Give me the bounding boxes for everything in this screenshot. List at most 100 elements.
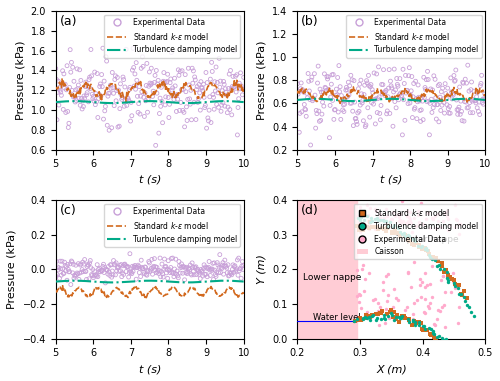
Point xyxy=(234,272,242,278)
Point xyxy=(106,272,114,279)
Point xyxy=(390,213,398,219)
Point xyxy=(164,258,172,264)
Point xyxy=(168,255,175,261)
Point xyxy=(72,272,80,278)
Point xyxy=(430,333,438,339)
Point xyxy=(445,354,453,360)
Point xyxy=(83,264,91,270)
Point xyxy=(436,81,444,87)
Point xyxy=(395,92,403,98)
Point xyxy=(220,271,228,277)
Point xyxy=(301,106,309,112)
Point xyxy=(222,263,230,269)
Point xyxy=(410,259,418,265)
Point xyxy=(72,262,80,268)
Point xyxy=(445,110,453,116)
Point xyxy=(102,280,110,286)
Point xyxy=(372,121,380,127)
Point xyxy=(441,290,449,296)
Point xyxy=(140,271,148,277)
Point xyxy=(186,262,194,268)
Point xyxy=(188,65,196,71)
Point xyxy=(54,78,62,84)
Point xyxy=(70,94,78,100)
Point xyxy=(363,80,371,86)
Point xyxy=(82,92,90,98)
Point xyxy=(396,229,404,235)
Point xyxy=(102,267,110,273)
Point xyxy=(364,72,372,78)
Point xyxy=(326,94,334,100)
Point xyxy=(414,94,422,100)
Point xyxy=(112,268,120,274)
Point xyxy=(409,236,417,242)
Point xyxy=(296,86,304,92)
Point xyxy=(384,291,392,298)
Point xyxy=(100,116,108,122)
Point xyxy=(446,274,454,280)
Point xyxy=(68,87,76,93)
Point xyxy=(479,96,487,102)
Point xyxy=(112,73,120,79)
Point xyxy=(319,89,327,95)
Point xyxy=(170,75,178,81)
Point xyxy=(204,115,212,121)
Point xyxy=(165,267,173,274)
Point xyxy=(442,267,450,273)
Text: (b): (b) xyxy=(301,15,319,28)
Point xyxy=(378,308,386,314)
Point xyxy=(324,74,332,80)
Point xyxy=(388,230,396,236)
Point xyxy=(390,89,398,95)
Point xyxy=(394,83,402,89)
Point xyxy=(401,315,409,321)
Point xyxy=(232,267,240,273)
Point xyxy=(430,321,438,327)
Point xyxy=(384,223,392,229)
Point xyxy=(236,266,244,272)
Point xyxy=(156,95,164,101)
Point xyxy=(426,326,434,332)
Point xyxy=(146,82,154,88)
X-axis label: t (s): t (s) xyxy=(380,175,402,185)
Point xyxy=(422,77,430,83)
Point xyxy=(320,71,328,77)
Point xyxy=(237,275,245,281)
Point xyxy=(238,85,246,91)
Point xyxy=(444,274,452,280)
Point xyxy=(132,86,140,92)
Point xyxy=(182,104,190,110)
Point xyxy=(187,87,195,93)
Point xyxy=(190,68,198,74)
Point xyxy=(85,276,93,282)
Point xyxy=(460,80,468,86)
Text: (c): (c) xyxy=(60,204,76,217)
Point xyxy=(366,219,374,226)
Point xyxy=(408,220,416,226)
Point xyxy=(345,92,353,98)
Point xyxy=(436,308,444,314)
Point xyxy=(79,98,87,104)
Point xyxy=(136,265,144,271)
Point xyxy=(311,92,319,98)
Point xyxy=(207,266,215,272)
Point xyxy=(444,277,452,283)
Point xyxy=(396,231,404,237)
Point xyxy=(68,258,76,264)
Point xyxy=(400,97,407,103)
Point xyxy=(451,77,459,83)
Point xyxy=(237,83,245,89)
Point xyxy=(140,94,147,100)
Point xyxy=(434,262,442,268)
Point xyxy=(408,317,416,323)
Point xyxy=(480,96,488,102)
Point xyxy=(304,70,312,77)
Point xyxy=(142,264,150,271)
Point xyxy=(452,346,460,352)
Point xyxy=(200,104,208,110)
Point xyxy=(62,264,70,270)
Point xyxy=(173,268,181,274)
Point xyxy=(72,87,80,93)
Point xyxy=(372,71,380,77)
Point xyxy=(432,322,440,328)
